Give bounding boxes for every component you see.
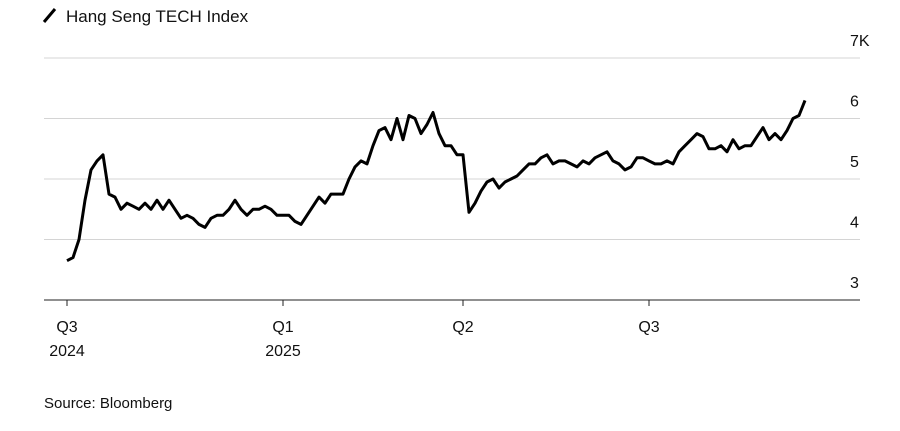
y-tick-label: 5 [850,154,859,171]
legend-swatch [42,8,57,23]
chart-title: Hang Seng TECH Index [66,7,249,26]
y-tick-label: 3 [850,275,859,292]
y-tick-label: 4 [850,215,859,232]
x-tick-label: Q3 [638,319,660,336]
x-tick-label: Q2 [452,319,474,336]
x-tick-label: Q1 2025 [265,319,301,360]
y-tick-label: 6 [850,94,859,111]
source: Source: Bloomberg [44,395,172,412]
index-line [66,99,807,263]
x-tick-label: Q3 2024 [49,319,85,360]
y-tick-label: 7K [850,33,870,50]
